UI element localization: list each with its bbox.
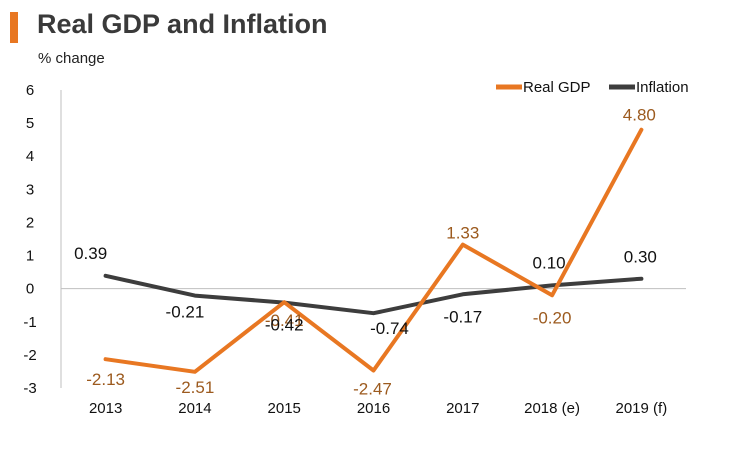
y-tick-label: 1	[26, 248, 34, 265]
axes: 6 5 4 3 2 1 0 -1 -2 -3 2013 2014 2015 2016 2017 2018 (e…	[23, 82, 686, 417]
data-label-inflation: 0.30	[624, 248, 657, 267]
data-label-inflation: 0.10	[533, 253, 566, 272]
x-tick-label: 2019 (f)	[616, 400, 668, 417]
chart-title: Real GDP and Inflation	[37, 9, 328, 39]
x-tick-label: 2013	[89, 400, 122, 417]
series-line-real-gdp	[103, 127, 644, 374]
y-tick-label: 6	[26, 82, 34, 99]
x-tick-label: 2017	[446, 400, 479, 417]
data-label-inflation: -0.42	[265, 316, 304, 335]
x-tick-label: 2015	[268, 400, 301, 417]
series-line-inflation	[103, 273, 644, 316]
data-label-real-gdp: 1.33	[446, 224, 479, 243]
series-lines	[103, 127, 644, 374]
title-accent-bar	[10, 12, 18, 43]
y-tick-label: -3	[23, 380, 36, 397]
legend-label-inflation: Inflation	[636, 79, 689, 96]
data-label-real-gdp: -2.47	[353, 379, 392, 398]
data-label-inflation: -0.21	[166, 303, 205, 322]
legend: Real GDP Inflation	[496, 79, 689, 96]
data-label-inflation: 0.39	[74, 244, 107, 263]
y-tick-label: 5	[26, 115, 34, 132]
y-tick-label: -2	[23, 347, 36, 364]
y-tick-label: 4	[26, 148, 34, 165]
y-axis-unit-label: % change	[38, 50, 105, 67]
y-tick-label: 0	[26, 281, 34, 298]
y-tick-label: 3	[26, 181, 34, 198]
data-label-real-gdp: 4.80	[623, 106, 656, 125]
data-label-inflation: -0.74	[370, 319, 409, 338]
y-tick-label: -1	[23, 314, 36, 331]
x-tick-label: 2014	[178, 400, 211, 417]
data-label-real-gdp: -2.13	[86, 370, 125, 389]
x-tick-label: 2016	[357, 400, 390, 417]
data-label-real-gdp: -0.20	[533, 308, 572, 327]
data-label-real-gdp: -2.51	[176, 378, 215, 397]
data-label-inflation: -0.17	[443, 307, 482, 326]
x-tick-label: 2018 (e)	[524, 400, 580, 417]
data-labels: -2.13 -2.51 -0.41 -2.47 1.33 -0.20 4.80 0.39 -0.…	[74, 106, 657, 399]
legend-label-real-gdp: Real GDP	[523, 79, 591, 96]
data-label-real-gdp: -0.41	[265, 311, 304, 330]
y-tick-label: 2	[26, 214, 34, 231]
